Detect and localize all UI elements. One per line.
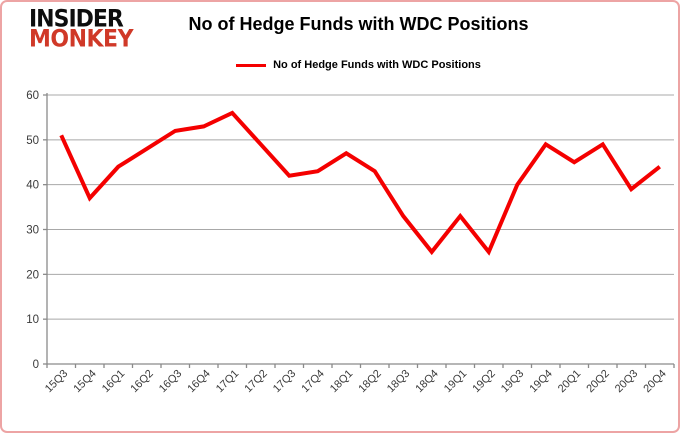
y-tick-label: 30 (26, 225, 39, 237)
chart-header: No of Hedge Funds with WDC Positions No … (47, 14, 670, 71)
x-tick-label: 16Q3 (157, 368, 185, 396)
logo-text-insider: INSIDER (29, 5, 124, 33)
y-tick-label: 60 (26, 90, 39, 102)
y-tick-label: 40 (26, 180, 39, 192)
x-tick-label: 17Q4 (299, 368, 327, 396)
y-tick-label: 10 (26, 314, 39, 326)
x-tick-label: 19Q1 (442, 368, 470, 396)
x-tick-label: 17Q1 (214, 368, 242, 396)
y-tick-label: 20 (26, 269, 39, 281)
legend-line-swatch (236, 63, 267, 67)
x-tick-label: 20Q3 (613, 368, 641, 396)
x-tick-label: 16Q4 (185, 368, 213, 396)
x-tick-label: 19Q3 (499, 368, 527, 396)
x-tick-label: 19Q2 (470, 368, 498, 396)
y-tick-label: 50 (26, 135, 39, 147)
legend-label: No of Hedge Funds with WDC Positions (273, 59, 481, 71)
x-tick-label: 18Q3 (385, 368, 413, 396)
x-tick-label: 20Q4 (641, 368, 669, 396)
x-tick-label: 18Q4 (413, 368, 441, 396)
legend: No of Hedge Funds with WDC Positions (47, 59, 670, 71)
x-tick-label: 17Q2 (242, 368, 270, 396)
x-tick-label: 15Q3 (43, 368, 71, 396)
logo-text-monkey: MONKEY (29, 26, 134, 54)
chart-title: No of Hedge Funds with WDC Positions (188, 14, 529, 34)
x-tick-label: 20Q2 (584, 368, 612, 396)
x-tick-label: 17Q3 (271, 368, 299, 396)
insider-monkey-logo: INSIDER MONKEY (29, 5, 134, 54)
x-tick-label: 16Q2 (128, 368, 156, 396)
x-tick-label: 15Q4 (71, 368, 99, 396)
x-tick-label: 18Q1 (328, 368, 356, 396)
y-tick-label: 0 (33, 359, 39, 371)
x-tick-label: 18Q2 (356, 368, 384, 396)
x-tick-label: 19Q4 (527, 368, 555, 396)
x-tick-label: 20Q1 (556, 368, 584, 396)
x-tick-label: 16Q1 (100, 368, 128, 396)
series-line (59, 110, 661, 256)
